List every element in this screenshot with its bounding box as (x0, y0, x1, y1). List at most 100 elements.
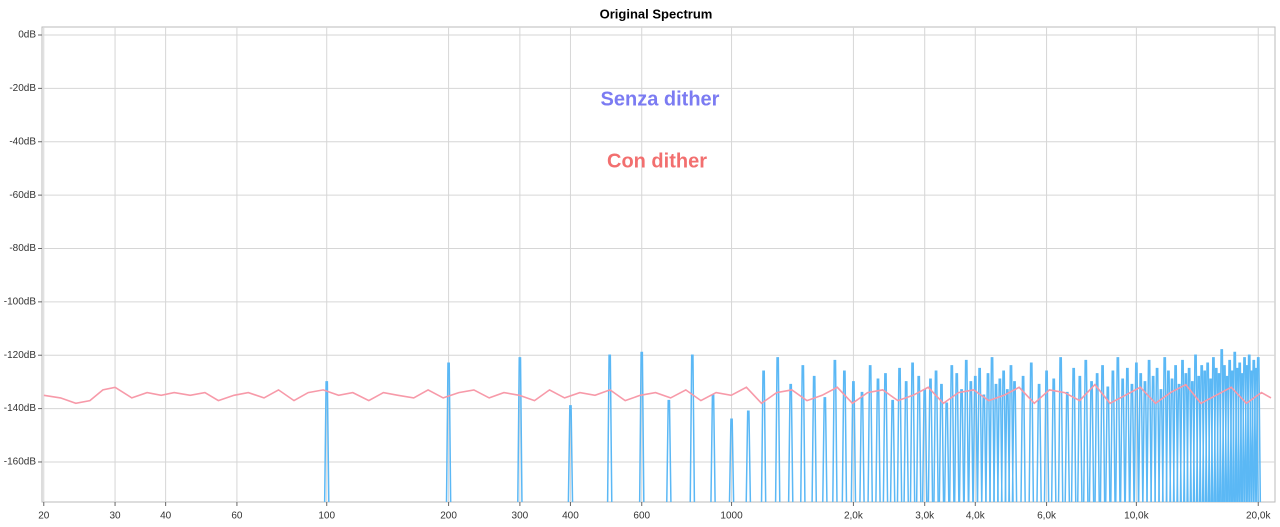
spectral-peak (1104, 386, 1111, 502)
spectral-peak (1094, 373, 1100, 502)
spectral-peak (948, 365, 955, 502)
spectral-peak (859, 391, 865, 502)
x-tick-label: 40 (160, 511, 172, 522)
y-tick-label: -60dB (9, 190, 36, 201)
spectral-peak (1011, 381, 1018, 502)
spectral-peak (896, 367, 903, 502)
x-tick-label: 6,0k (1037, 511, 1057, 522)
spectral-peak (832, 359, 838, 502)
spectral-peak (1133, 362, 1140, 502)
spectral-peak (972, 375, 979, 502)
spectral-peak (1064, 391, 1071, 502)
spectral-peak (1146, 359, 1152, 502)
spectral-peak (927, 378, 934, 502)
spectral-peak (774, 357, 781, 502)
spectral-peak (989, 357, 995, 502)
spectral-peak (953, 373, 960, 502)
spectral-peak (800, 365, 806, 502)
spectral-peak (938, 383, 945, 502)
y-tick-label: -80dB (9, 243, 36, 254)
x-tick-label: 4,0k (966, 511, 986, 522)
spectral-peak (1000, 370, 1007, 502)
labels: 0dB -20dB -40dB -60dB -80dB -100dB -120dB -140d… (4, 30, 1272, 522)
spectral-peak (1099, 365, 1106, 502)
spectral-peak (1110, 370, 1116, 502)
spectral-peak (875, 378, 881, 502)
spectral-peak (1161, 357, 1168, 502)
spectral-peak (1088, 381, 1095, 502)
spectral-peak (968, 381, 974, 502)
spectral-peak (728, 418, 735, 502)
spectral-peak (1020, 375, 1026, 502)
annotation: Senza dither (601, 88, 720, 110)
spectral-peak (909, 362, 916, 502)
spectral-peak (933, 370, 939, 502)
spectral-peak (1165, 370, 1172, 502)
spectral-peak (1124, 367, 1131, 502)
x-tick-label: 200 (440, 511, 457, 522)
spectral-peak (943, 402, 950, 502)
spectral-peak (760, 370, 767, 502)
spectral-peak (850, 381, 857, 502)
spectral-peak (1043, 370, 1050, 502)
grid (38, 27, 1275, 506)
spectral-peak (1172, 365, 1179, 502)
spectral-peak (993, 383, 999, 502)
chart-title: Original Spectrum (600, 6, 713, 21)
y-tick-label: -160dB (4, 457, 37, 468)
spectral-peak (517, 357, 523, 502)
x-tick-label: 20,0k (1246, 511, 1271, 522)
x-tick-label: 400 (562, 511, 579, 522)
y-tick-label: -100dB (4, 297, 37, 308)
y-tick-label: -140dB (4, 403, 37, 414)
x-tick-label: 1000 (720, 511, 743, 522)
x-tick-label: 60 (231, 511, 243, 522)
spectral-peak (1115, 357, 1121, 502)
spectral-peak (1169, 378, 1175, 502)
x-tick-label: 600 (633, 511, 650, 522)
plot-marks (43, 349, 1272, 502)
spectral-peak (638, 351, 645, 502)
spectral-peak (1158, 389, 1164, 502)
spectral-peak (985, 373, 991, 502)
spectral-peak (822, 397, 828, 502)
y-tick-label: -20dB (9, 83, 36, 94)
spectral-peak (745, 410, 752, 502)
spectral-peak (997, 378, 1003, 502)
x-tick-label: 30 (109, 511, 121, 522)
x-tick-label: 20 (38, 511, 50, 522)
spectral-peak (323, 381, 330, 502)
y-tick-label: 0dB (18, 30, 36, 41)
spectral-peak (567, 405, 574, 502)
spectral-peak (1028, 362, 1035, 502)
spectral-peak (1150, 375, 1156, 502)
annotation: Con dither (607, 150, 707, 172)
spectral-peak (1036, 383, 1042, 502)
spectrum-line (43, 383, 1272, 405)
spectral-peak (1050, 378, 1057, 502)
spectral-peak (1137, 373, 1144, 502)
spectral-peak (811, 375, 818, 502)
spectral-peak (710, 394, 716, 502)
plot-frame (41, 26, 1276, 503)
spectral-peak (1057, 357, 1064, 502)
spectral-peak (689, 354, 696, 502)
spectral-peak (445, 362, 452, 502)
spectral-peak (976, 367, 983, 502)
x-tick-label: 3,0k (915, 511, 935, 522)
spectral-peak (1082, 359, 1089, 502)
spectral-peak (787, 383, 794, 502)
spectral-peak (915, 375, 922, 502)
spectral-peak (1119, 378, 1126, 502)
spectral-peak (1142, 381, 1148, 502)
spectral-peak (903, 381, 910, 502)
spectral-peak (1077, 375, 1083, 502)
x-tick-label: 100 (318, 511, 335, 522)
y-tick-label: -40dB (9, 136, 36, 147)
spectral-peak (889, 399, 896, 502)
spectral-peak (1004, 389, 1011, 502)
spectral-peak (1070, 367, 1077, 502)
x-tick-label: 2,0k (844, 511, 864, 522)
spectral-peak (606, 354, 613, 502)
